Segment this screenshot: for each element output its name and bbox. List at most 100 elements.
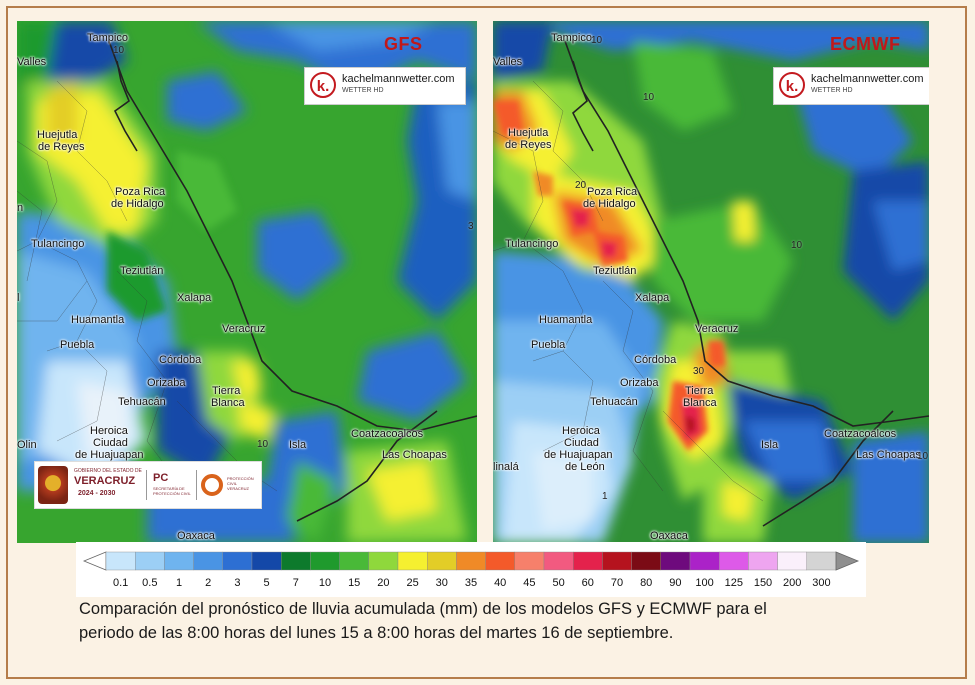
government-logos: GOBIERNO DEL ESTADO DE VERACRUZ 2024 - 2… bbox=[34, 461, 262, 509]
city-label-tulancingo: Tulancingo bbox=[31, 238, 85, 250]
contour-label: 10 bbox=[113, 45, 125, 56]
legend-swatch bbox=[105, 551, 136, 571]
city-label-coatzacoalcos: Coatzacoalcos bbox=[351, 428, 424, 440]
legend-swatch bbox=[193, 551, 223, 571]
city-label-cordoba: Córdoba bbox=[159, 354, 202, 366]
city-label-huejutla: Huejutla bbox=[37, 129, 78, 141]
city-label-puebla: Puebla bbox=[60, 339, 95, 351]
city-label-heroica: Heroica bbox=[90, 425, 128, 437]
gfs-title: GFS bbox=[384, 34, 423, 54]
legend-swatch bbox=[631, 551, 661, 571]
legend-tick-label: 60 bbox=[581, 577, 594, 589]
legend-tick-label: 2 bbox=[205, 577, 212, 589]
legend-swatch bbox=[806, 551, 837, 571]
city-label-isla: Isla bbox=[761, 439, 779, 451]
legend-tick-label: 50 bbox=[552, 577, 565, 589]
legend-tick-label: 20 bbox=[377, 577, 390, 589]
brand-sub: WETTER HD bbox=[811, 87, 853, 94]
city-label-orizaba: Orizaba bbox=[147, 377, 186, 389]
brand-name: kachelmannwetter.com bbox=[342, 73, 455, 85]
ecmwf-precip-field bbox=[493, 21, 929, 543]
city-label-de-leon: de León bbox=[565, 461, 605, 473]
contour-label: 1 bbox=[602, 491, 608, 502]
city-label-isla: Isla bbox=[289, 439, 307, 451]
caption-line-2: periodo de las 8:00 horas del lunes 15 a… bbox=[79, 624, 674, 642]
legend-tick-label: 0.5 bbox=[142, 577, 158, 589]
legend-swatch bbox=[485, 551, 516, 571]
city-label-blanca: Blanca bbox=[211, 397, 245, 409]
legend-tick-label: 30 bbox=[435, 577, 448, 589]
legend-swatch bbox=[514, 551, 545, 571]
logo-divider bbox=[196, 470, 197, 500]
city-label-huamantla: Huamantla bbox=[539, 314, 593, 326]
contour-label: 10 bbox=[643, 92, 655, 103]
legend-swatch bbox=[368, 551, 399, 571]
legend-under-arrow bbox=[82, 551, 107, 571]
legend-swatch bbox=[602, 551, 632, 571]
city-label-huamantla: Huamantla bbox=[71, 314, 125, 326]
city-label-edge-n: n bbox=[17, 202, 24, 214]
contour-label: 20 bbox=[575, 180, 587, 191]
legend-swatch bbox=[456, 551, 486, 571]
legend-swatch bbox=[222, 551, 253, 571]
proteccion-civil-ring-icon bbox=[201, 474, 223, 496]
legend-tick-label: 10 bbox=[318, 577, 332, 589]
contour-label: 10 bbox=[257, 439, 269, 450]
city-label-cordoba: Córdoba bbox=[634, 354, 677, 366]
city-label-veracruz: Veracruz bbox=[695, 323, 739, 335]
legend-tick-label: 7 bbox=[292, 577, 299, 589]
legend-tick-label: 125 bbox=[724, 577, 743, 589]
city-label-tampico: Tampico bbox=[551, 32, 592, 44]
legend-over-arrow bbox=[835, 551, 860, 571]
brand-name: kachelmannwetter.com bbox=[811, 73, 924, 85]
legend-tick-label: 200 bbox=[783, 577, 802, 589]
gfs-kachelmann-logo: k. kachelmannwetter.com WETTER HD bbox=[304, 67, 466, 105]
city-label-edge-l: l bbox=[17, 292, 20, 304]
pc-logo-sub: SECRETARÍA DE PROTECCIÓN CIVIL bbox=[153, 486, 191, 496]
city-label-tampico: Tampico bbox=[87, 32, 128, 44]
city-label-oaxaca: Oaxaca bbox=[650, 530, 688, 542]
city-label-tierra: Tierra bbox=[685, 385, 714, 397]
legend-tick-label: 90 bbox=[669, 577, 682, 589]
city-label-blanca: Blanca bbox=[683, 397, 717, 409]
contour-label: 10 bbox=[917, 451, 929, 462]
contour-label: 3 bbox=[468, 221, 474, 232]
city-label-xalapa: Xalapa bbox=[177, 292, 212, 304]
city-label-tierra: Tierra bbox=[212, 385, 241, 397]
city-label-las-choapas: Las Choapas bbox=[856, 449, 921, 461]
city-label-tehuacan: Tehuacán bbox=[118, 396, 166, 408]
city-label-poza-rica: Poza Rica bbox=[587, 186, 638, 198]
legend-swatch bbox=[660, 551, 691, 571]
city-label-poza-rica: Poza Rica bbox=[115, 186, 166, 198]
legend-tick-label: 40 bbox=[494, 577, 507, 589]
legend-swatch bbox=[164, 551, 194, 571]
legend-tick-label: 5 bbox=[263, 577, 270, 589]
legend-swatch bbox=[748, 551, 778, 571]
caption-line-1: Comparación del pronóstico de lluvia acu… bbox=[79, 600, 767, 618]
legend-swatch bbox=[689, 551, 720, 571]
brand-sub: WETTER HD bbox=[342, 87, 384, 94]
legend-swatch bbox=[339, 551, 370, 571]
legend-tick-label: 100 bbox=[695, 577, 714, 589]
city-label-heroica: Heroica bbox=[562, 425, 600, 437]
legend-swatch bbox=[310, 551, 340, 571]
legend-swatch bbox=[543, 551, 574, 571]
city-label-de-hidalgo: de Hidalgo bbox=[111, 198, 164, 210]
legend-tick-label: 300 bbox=[812, 577, 831, 589]
gov-line3: 2024 - 2030 bbox=[78, 490, 116, 497]
city-label-coatzacoalcos: Coatzacoalcos bbox=[824, 428, 897, 440]
city-label-oaxaca: Oaxaca bbox=[177, 530, 215, 542]
legend-tick-label: 15 bbox=[348, 577, 361, 589]
city-label-de-reyes: de Reyes bbox=[505, 139, 552, 151]
figure-caption: Comparación del pronóstico de lluvia acu… bbox=[79, 597, 939, 645]
legend-swatch bbox=[280, 551, 311, 571]
legend-tick-label: 45 bbox=[523, 577, 536, 589]
city-label-las-choapas: Las Choapas bbox=[382, 449, 447, 461]
legend-colorbar bbox=[82, 551, 860, 571]
city-label-valles: Valles bbox=[17, 56, 47, 68]
legend-swatch bbox=[251, 551, 282, 571]
legend-tick-label: 1 bbox=[175, 577, 183, 589]
city-label-xalapa: Xalapa bbox=[635, 292, 670, 304]
city-label-linala: linalá bbox=[493, 461, 519, 473]
gfs-precip-field bbox=[17, 21, 477, 543]
